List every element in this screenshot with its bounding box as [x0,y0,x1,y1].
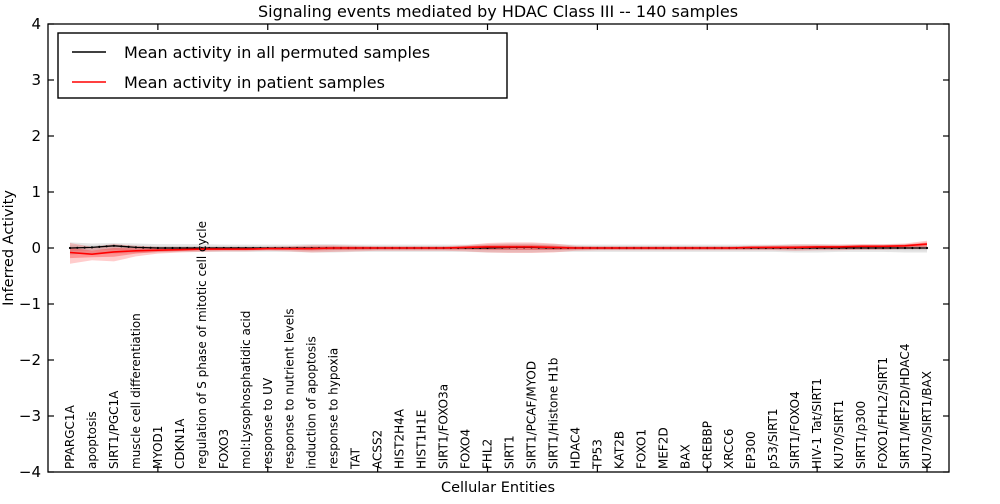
category-label: SIRT1/FOXO3a [437,384,451,469]
series-line [69,243,928,256]
marker-dot [90,246,94,249]
category-label: response to UV [261,377,275,469]
marker-dot [918,246,921,250]
category-label: mol:Lysophosphatidic acid [239,311,253,469]
marker-dot [925,246,929,250]
category-label: SIRT1/FOXO4 [788,391,802,469]
marker-dot [105,245,108,248]
chart-title: Signaling events mediated by HDAC Class … [258,2,738,21]
marker-dot [852,246,855,250]
category-label: KU70/SIRT1/BAX [920,371,934,469]
x-axis-label: Cellular Entities [441,480,555,496]
legend: Mean activity in all permuted samples Me… [57,32,508,99]
marker-dot [134,246,137,249]
marker-dot [112,244,115,247]
marker-dot [149,246,152,249]
category-label: TAT [349,447,363,470]
category-label: muscle cell differentiation [129,313,143,469]
plot-border [47,23,950,473]
marker-dot [178,246,181,250]
category-label: CDKN1A [173,418,187,469]
category-label: FOXO3 [217,429,231,469]
marker-dot [889,246,892,250]
category-label: PPARGC1A [63,404,77,469]
marker-dot [911,246,914,250]
category-label: SIRT1/PGC1A [107,390,121,469]
category-label: FOXO1 [634,429,648,469]
marker-dot [68,246,72,250]
category-label: SIRT1/p300 [854,401,868,469]
marker-dot [186,246,189,250]
marker-dot [882,246,885,250]
y-tick-label: 4 [31,15,41,33]
category-label: ACSS2 [371,430,385,469]
marker-dot [83,246,86,249]
category-label: BAX [678,444,692,469]
category-label: SIRT1 [503,435,517,469]
category-label: EP300 [744,431,758,469]
category-label: HIST2H4A [393,408,407,469]
category-label: CREBBP [700,421,714,469]
y-tick-label: 1 [31,183,41,201]
marker-dot [76,246,79,249]
category-label: SIRT1/MEF2D/HDAC4 [898,344,912,469]
y-tick-label: −3 [19,407,41,425]
y-tick-label: −4 [19,463,41,481]
category-label: HIV-1 Tat/SIRT1 [810,378,824,469]
category-label: FHL2 [481,439,495,469]
category-label: induction of apoptosis [305,336,319,469]
category-label: response to nutrient levels [283,308,297,469]
marker-dot [156,246,159,250]
marker-dot [860,246,863,250]
marker-dot [867,246,870,250]
marker-dot [896,246,899,250]
y-tick-label: 2 [31,127,41,145]
y-axis-label: Inferred Activity [1,190,17,306]
series-band-outer [70,242,927,255]
category-label: FOXO4 [459,429,473,469]
marker-dot [171,246,174,250]
category-label: p53/SIRT1 [766,408,780,469]
category-label: KAT2B [612,431,626,469]
marker-dot [874,246,877,250]
y-tick-label: 3 [31,71,41,89]
legend-box [57,32,508,99]
y-tick-label: 0 [31,239,41,257]
category-label: regulation of S phase of mitotic cell cy… [195,221,209,469]
marker-dot [120,245,123,248]
category-label: KU70/SIRT1 [832,400,846,469]
category-label: TP53 [590,439,604,470]
category-label: apoptosis [85,411,99,469]
category-label: SIRT1/Histone H1b [546,358,560,469]
marker-dot [98,245,101,248]
chart-layers: −4 −3 −2 −1 0 1 2 3 4 PPARGC1A apoptosis SIRT1/PGC1… [19,15,949,481]
series-band-outer [70,240,927,264]
legend-label-patient: Mean activity in patient samples [124,73,385,92]
category-label: MEF2D [656,427,670,469]
category-label: response to hypoxia [327,348,341,469]
y-tick-label: −1 [19,295,41,313]
marker-dot [164,246,167,250]
marker-dot [903,246,907,250]
category-label: HDAC4 [568,427,582,469]
legend-label-permuted: Mean activity in all permuted samples [124,43,430,62]
y-tick-label: −2 [19,351,41,369]
category-label: XRCC6 [722,429,736,469]
marker-dot [127,245,130,248]
category-label: HIST1H1E [415,410,429,469]
category-label: FOXO1/FHL2/SIRT1 [876,357,890,469]
category-label: SIRT1/PCAF/MYOD [525,361,539,469]
series-band-inner [70,242,927,259]
marker-dot [142,246,145,249]
category-label: MYOD1 [151,426,165,469]
